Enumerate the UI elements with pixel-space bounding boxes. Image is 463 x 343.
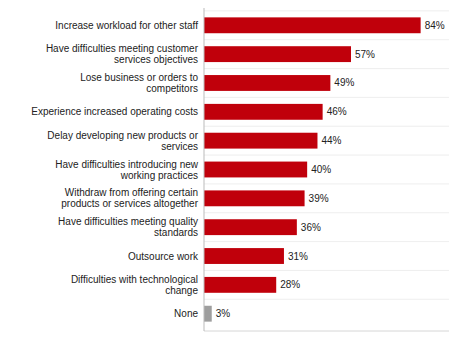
- x-axis-line: [204, 331, 449, 332]
- separator: [204, 212, 449, 213]
- y-tick-label: Outsource work: [128, 251, 199, 262]
- data-label: 28%: [280, 279, 300, 290]
- data-label: 57%: [355, 49, 375, 60]
- y-tick-label: Have difficulties meeting qualitystandar…: [58, 216, 198, 238]
- bar: [204, 162, 307, 178]
- data-label: 36%: [301, 222, 321, 233]
- y-tick-label: Lose business or orders tocompetitors: [80, 72, 198, 94]
- bar: [204, 75, 330, 91]
- page: {"chart_data": {"type": "bar", "orientat…: [0, 0, 463, 343]
- separator: [204, 10, 449, 11]
- bar: [204, 248, 284, 264]
- y-tick-label: Withdraw from offering certainproducts o…: [61, 187, 198, 209]
- chart: 3% 28% 31% 36% 39% 40% 44% 46% 49% 57% 84% None Diff…: [0, 0, 463, 343]
- bar: [204, 104, 323, 120]
- y-axis-line: [204, 8, 205, 331]
- bar: [204, 46, 351, 62]
- data-label: 44%: [321, 135, 341, 146]
- data-label: 49%: [334, 77, 354, 88]
- data-label: 40%: [311, 164, 331, 175]
- bar: [204, 17, 421, 33]
- separator: [204, 39, 449, 40]
- data-label: 3%: [216, 308, 231, 319]
- data-label: 46%: [327, 106, 347, 117]
- y-tick-label: Difficulties with technologicalchange: [71, 274, 199, 296]
- separator: [204, 299, 449, 300]
- data-label: 39%: [309, 193, 329, 204]
- separator: [204, 68, 449, 69]
- data-label: 84%: [425, 20, 445, 31]
- bar: [204, 219, 297, 235]
- y-tick-label: None: [174, 308, 198, 319]
- bar: [204, 190, 305, 206]
- bar: [204, 133, 317, 149]
- y-tick-label: Have difficulties meeting customerservic…: [46, 43, 199, 65]
- separator: [204, 270, 449, 271]
- y-tick-label: Increase workload for other staff: [55, 20, 198, 31]
- separator: [204, 155, 449, 156]
- y-tick-label: Delay developing new products orservices: [47, 130, 198, 152]
- separator: [204, 126, 449, 127]
- separator: [204, 97, 449, 98]
- separators: [204, 11, 449, 299]
- bar: [204, 306, 212, 322]
- bars: [204, 17, 421, 321]
- separator: [204, 183, 449, 184]
- bar: [204, 277, 276, 293]
- data-label: 31%: [288, 251, 308, 262]
- y-tick-label: Experience increased operating costs: [31, 106, 198, 117]
- separator: [204, 241, 449, 242]
- y-tick-label: Have difficulties introducing newworking…: [55, 159, 198, 181]
